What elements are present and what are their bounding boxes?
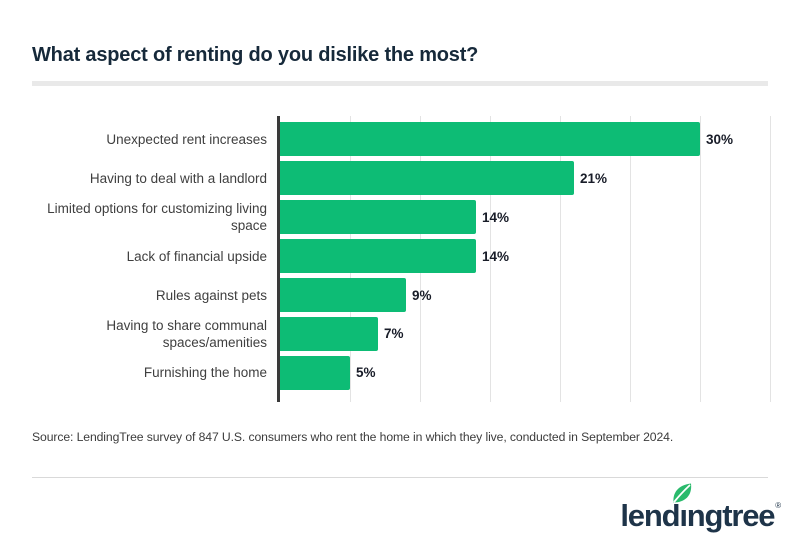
registered-trademark: ® bbox=[775, 501, 781, 510]
value-label: 5% bbox=[356, 365, 376, 381]
gridline bbox=[700, 116, 701, 403]
bar bbox=[280, 122, 700, 157]
title-divider bbox=[32, 81, 768, 86]
chart-row: 14% bbox=[280, 237, 770, 276]
value-label: 7% bbox=[384, 326, 404, 342]
bar bbox=[280, 161, 574, 196]
footer-divider bbox=[32, 477, 768, 478]
value-label: 21% bbox=[580, 170, 608, 186]
chart-row: 21% bbox=[280, 159, 770, 198]
category-label: Having to deal with a landlord bbox=[89, 170, 267, 186]
value-label: 14% bbox=[482, 209, 510, 225]
category-label: Furnishing the home bbox=[143, 365, 267, 381]
logo-text-right: ngtree bbox=[686, 498, 776, 533]
value-label: 14% bbox=[482, 248, 510, 264]
category-label: Rules against pets bbox=[155, 287, 267, 303]
value-label: 30% bbox=[706, 131, 734, 147]
chart-row: 14% bbox=[280, 198, 770, 237]
source-note: Source: LendingTree survey of 847 U.S. c… bbox=[32, 430, 674, 444]
lendingtree-logo: lendıngtree® bbox=[620, 483, 781, 533]
category-label: Having to share communal spaces/amenitie… bbox=[106, 317, 267, 350]
gridline bbox=[560, 116, 561, 403]
logo-wordmark: lendıngtree® bbox=[620, 483, 781, 533]
category-label: Lack of financial upside bbox=[126, 248, 267, 264]
category-labels-column: Unexpected rent increases Having to deal … bbox=[31, 116, 277, 402]
logo-text-left: lend bbox=[620, 498, 680, 533]
bar-chart: Unexpected rent increases Having to deal … bbox=[31, 116, 771, 403]
chart-row: 9% bbox=[280, 276, 770, 315]
value-label: 9% bbox=[412, 287, 432, 303]
chart-row: 30% bbox=[280, 120, 770, 159]
plot-area: 30% 21% 14% 14% 9% 7% 5% bbox=[277, 116, 771, 403]
gridline bbox=[490, 116, 491, 403]
category-label: Limited options for customizing living s… bbox=[47, 201, 267, 234]
category-label: Unexpected rent increases bbox=[106, 131, 267, 147]
gridline bbox=[630, 116, 631, 403]
bar bbox=[280, 316, 378, 351]
chart-row: 5% bbox=[280, 353, 770, 392]
gridline bbox=[770, 116, 771, 403]
chart-row: 7% bbox=[280, 314, 770, 353]
bar bbox=[280, 239, 476, 274]
chart-title: What aspect of renting do you dislike th… bbox=[32, 44, 479, 66]
leaf-icon bbox=[673, 483, 692, 503]
logo-text-dotless-i: ı bbox=[679, 498, 688, 533]
bar bbox=[280, 278, 406, 312]
bar bbox=[280, 355, 350, 390]
bar bbox=[280, 200, 476, 235]
